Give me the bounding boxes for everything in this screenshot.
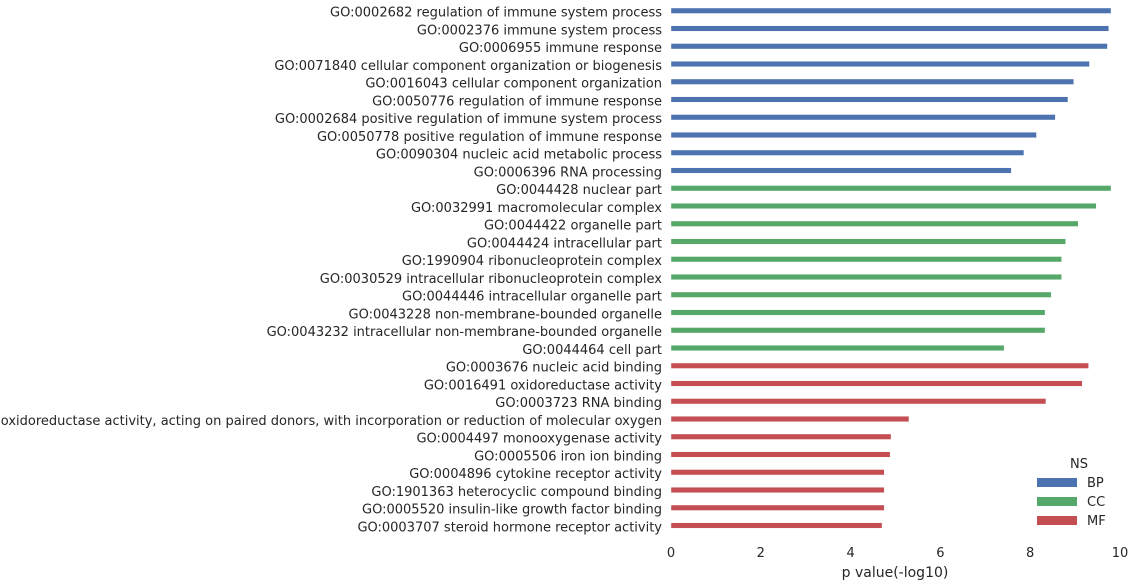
bar-mf [670,398,1047,405]
bar-bp [670,7,1112,14]
bar-mf [670,416,910,422]
bar-cc [670,327,1046,334]
category-label: GO:0050776 regulation of immune response [372,94,662,109]
category-label: GO:0003723 RNA binding [495,396,662,411]
category-label: GO:0003676 nucleic acid binding [446,361,662,376]
category-label: GO:0006955 immune response [459,41,662,56]
legend-label-mf: MF [1087,514,1106,529]
bar-mf [670,469,885,476]
category-label: GO:0043232 intracellular non-membrane-bo… [267,325,662,340]
category-label: GO:0090304 nucleic acid metabolic proces… [376,148,662,163]
bars-group [670,7,1112,529]
bar-bp [670,96,1069,103]
x-tick-label: 2 [757,546,765,561]
bar-bp [670,61,1090,67]
bar-mf [670,522,883,529]
category-label: GO:0016705 oxidoreductase activity, acti… [0,414,662,429]
category-label: GO:0044428 nuclear part [496,183,662,198]
category-label: GO:0004497 monooxygenase activity [416,432,662,447]
bar-cc [670,291,1052,298]
bar-mf [670,433,892,440]
bar-cc [670,309,1046,316]
category-label: GO:1901363 heterocyclic compound binding [371,485,662,500]
category-label: GO:1990904 ribonucleoprotein complex [402,254,663,269]
category-label: GO:0044424 intracellular part [467,236,662,251]
x-tick-label: 10 [1112,546,1129,561]
bar-bp [670,43,1108,50]
legend: NS BP CC MF [1037,457,1106,529]
bar-mf [670,362,1089,369]
x-tick-label: 4 [846,546,854,561]
bar-bp [670,132,1037,138]
bar-mf [670,504,885,511]
bar-cc [670,185,1112,192]
bar-cc [670,203,1097,209]
category-label: GO:0005520 insulin-like growth factor bi… [362,503,662,518]
category-label: GO:0071840 cellular component organizati… [274,59,662,74]
category-label: GO:0016043 cellular component organizati… [365,77,662,92]
category-label: GO:0050778 positive regulation of immune… [317,130,662,145]
category-label: GO:0044446 intracellular organelle part [402,290,662,305]
bar-cc [670,274,1062,280]
x-tick-labels-group: 0 2 4 6 8 10 [667,546,1128,561]
bar-cc [670,238,1066,245]
bar-bp [670,167,1012,174]
category-label: GO:0002376 immune system process [417,23,662,38]
category-label: GO:0032991 macromolecular complex [411,201,662,216]
bar-mf [670,451,891,458]
bar-bp [670,149,1025,156]
bar-bp [670,78,1074,85]
bar-mf [670,487,885,493]
bar-bp [670,25,1109,32]
x-tick-label: 0 [667,546,675,561]
category-label: GO:0004896 cytokine receptor activity [409,467,662,482]
category-label: GO:0044464 cell part [522,343,662,358]
legend-label-bp: BP [1087,476,1104,491]
category-label: GO:0016491 oxidoreductase activity [424,378,662,393]
bar-mf [670,380,1083,387]
legend-label-cc: CC [1087,495,1105,510]
x-axis-title: p value(-log10) [842,565,949,581]
legend-swatch-bp [1037,478,1077,487]
x-tick-label: 8 [1026,546,1034,561]
legend-swatch-cc [1037,497,1077,506]
legend-swatch-mf [1037,516,1077,525]
category-label: GO:0005506 iron ion binding [474,449,662,464]
category-label: GO:0002682 regulation of immune system p… [330,6,662,21]
x-tick-label: 6 [936,546,944,561]
category-label: GO:0030529 intracellular ribonucleoprote… [320,272,663,287]
category-label: GO:0044422 organelle part [484,219,662,234]
category-label: GO:0002684 positive regulation of immune… [275,112,662,127]
bar-cc [670,345,1005,351]
legend-title: NS [1070,457,1088,472]
category-label: GO:0006396 RNA processing [474,165,662,180]
category-label: GO:0043228 non-membrane-bounded organell… [349,307,663,322]
bar-bp [670,114,1056,121]
category-labels-group: GO:0002682 regulation of immune system p… [0,6,662,536]
bar-cc [670,256,1062,263]
category-label: GO:0003707 steroid hormone receptor acti… [357,520,662,535]
bar-cc [670,220,1079,227]
